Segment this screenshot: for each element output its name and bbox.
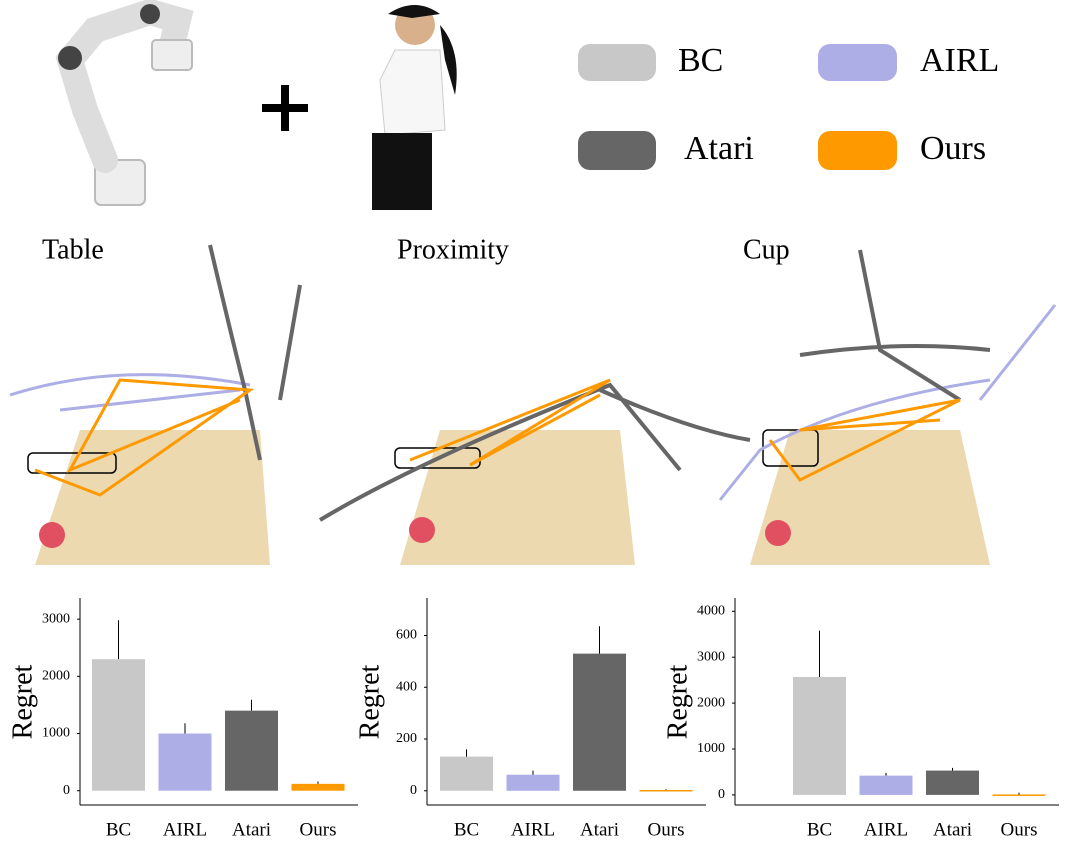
- legend-swatch: [578, 44, 656, 81]
- y-axis-label: Regret: [7, 664, 38, 739]
- robot-image: [55, 0, 194, 206]
- chart-title: Proximity: [397, 234, 509, 265]
- y-tick-label: 2000: [697, 695, 725, 710]
- legend-label: AIRL: [920, 42, 999, 79]
- legend-label: Ours: [920, 130, 986, 167]
- y-tick-label: 4000: [697, 604, 725, 619]
- y-tick-label: 1000: [697, 741, 725, 756]
- human-image: [372, 5, 457, 210]
- bar: [440, 756, 493, 791]
- y-axis-label: Regret: [354, 664, 385, 739]
- y-tick-label: 2000: [42, 669, 70, 684]
- y-tick-label: 0: [410, 783, 417, 798]
- bar: [506, 774, 560, 791]
- bar: [573, 653, 626, 791]
- scene-images: [9, 244, 1057, 565]
- chart-title: Table: [42, 234, 104, 265]
- chart-title: Cup: [743, 234, 790, 265]
- x-tick-label: AIRL: [864, 819, 908, 840]
- y-tick-label: 0: [718, 787, 725, 802]
- x-tick-label: Ours: [300, 819, 337, 840]
- bar: [291, 783, 345, 791]
- x-tick-label: BC: [454, 819, 479, 840]
- x-tick-label: Atari: [232, 819, 271, 840]
- legend-swatch: [818, 131, 897, 170]
- bar: [992, 794, 1046, 796]
- legend-swatch: [578, 131, 656, 170]
- y-tick-label: 0: [63, 783, 70, 798]
- y-axis-label: Regret: [662, 664, 693, 739]
- y-tick-label: 3000: [42, 611, 70, 626]
- x-tick-label: BC: [106, 819, 131, 840]
- plus-sign: [262, 85, 308, 131]
- bar: [793, 676, 846, 795]
- legend-label: BC: [678, 42, 723, 79]
- bar: [225, 710, 278, 791]
- x-tick-label: Ours: [648, 819, 685, 840]
- bar: [859, 775, 913, 795]
- x-tick-label: AIRL: [163, 819, 207, 840]
- bar: [639, 789, 693, 792]
- x-tick-label: Atari: [580, 819, 619, 840]
- bar: [92, 659, 145, 791]
- legend-label: Atari: [684, 130, 754, 167]
- y-tick-label: 200: [396, 731, 417, 746]
- y-tick-label: 1000: [42, 726, 70, 741]
- y-tick-label: 600: [396, 628, 417, 643]
- x-tick-label: BC: [807, 819, 832, 840]
- x-tick-label: AIRL: [511, 819, 555, 840]
- bar: [926, 770, 979, 795]
- x-tick-label: Ours: [1001, 819, 1038, 840]
- x-tick-label: Atari: [933, 819, 972, 840]
- y-tick-label: 400: [396, 679, 417, 694]
- legend-swatch: [818, 44, 897, 81]
- y-tick-label: 3000: [697, 649, 725, 664]
- bar: [158, 733, 212, 791]
